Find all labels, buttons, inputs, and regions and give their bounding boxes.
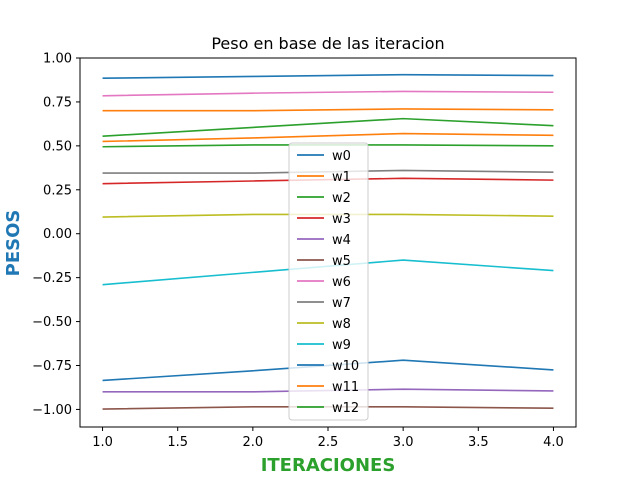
y-tick-label: 0.50 xyxy=(43,139,72,154)
y-tick-label: −1.00 xyxy=(32,403,72,418)
x-tick-label: 1.0 xyxy=(92,435,113,450)
y-tick-label: 0.00 xyxy=(43,227,72,242)
x-tick-label: 2.5 xyxy=(318,435,339,450)
y-tick-label: −0.75 xyxy=(32,359,72,374)
legend-label-w0: w0 xyxy=(332,149,351,164)
y-axis-label: PESOS xyxy=(3,210,24,277)
legend-label-w8: w8 xyxy=(332,317,351,332)
series-line-w1 xyxy=(102,108,554,112)
legend-label-w9: w9 xyxy=(332,338,351,353)
x-tick-label: 2.0 xyxy=(243,435,264,450)
legend-label-w7: w7 xyxy=(332,296,351,311)
legend-label-w12: w12 xyxy=(332,401,359,416)
chart-title: Peso en base de las iteracion xyxy=(211,34,444,53)
legend-label-w4: w4 xyxy=(332,233,351,248)
x-axis: 1.0 1.5 2.0 2.5 3.0 3.5 4.0 xyxy=(92,427,564,450)
legend-label-w3: w3 xyxy=(332,212,351,227)
y-tick-label: −0.25 xyxy=(32,271,72,286)
y-tick-label: 0.25 xyxy=(43,183,72,198)
series-line-w11 xyxy=(102,132,554,143)
series-line-w6 xyxy=(102,90,554,97)
legend-label-w2: w2 xyxy=(332,191,351,206)
series-line-w0 xyxy=(102,73,554,80)
y-tick-label: 1.00 xyxy=(43,52,72,67)
x-tick-label: 4.0 xyxy=(543,435,564,450)
series-line-w2 xyxy=(102,117,554,137)
x-tick-label: 1.5 xyxy=(167,435,188,450)
x-tick-label: 3.0 xyxy=(393,435,414,450)
x-axis-label: ITERACIONES xyxy=(261,455,396,476)
legend-box xyxy=(288,142,369,421)
legend-label-w5: w5 xyxy=(332,254,351,269)
y-tick-label: 0.75 xyxy=(43,95,72,110)
legend-label-w6: w6 xyxy=(332,275,351,290)
y-tick-label: −0.50 xyxy=(32,315,72,330)
legend-label-w11: w11 xyxy=(332,380,359,395)
y-axis: −1.00 −0.75 −0.50 −0.25 0.00 0.25 0.50 0.75 1.00 xyxy=(32,52,80,418)
x-tick-label: 3.5 xyxy=(468,435,489,450)
legend: w0 w1 w2 w3 w4 w5 w6 w7 w8 w9 w10 w11 w12 xyxy=(288,142,369,421)
legend-label-w1: w1 xyxy=(332,170,351,185)
legend-label-w10: w10 xyxy=(332,359,359,374)
